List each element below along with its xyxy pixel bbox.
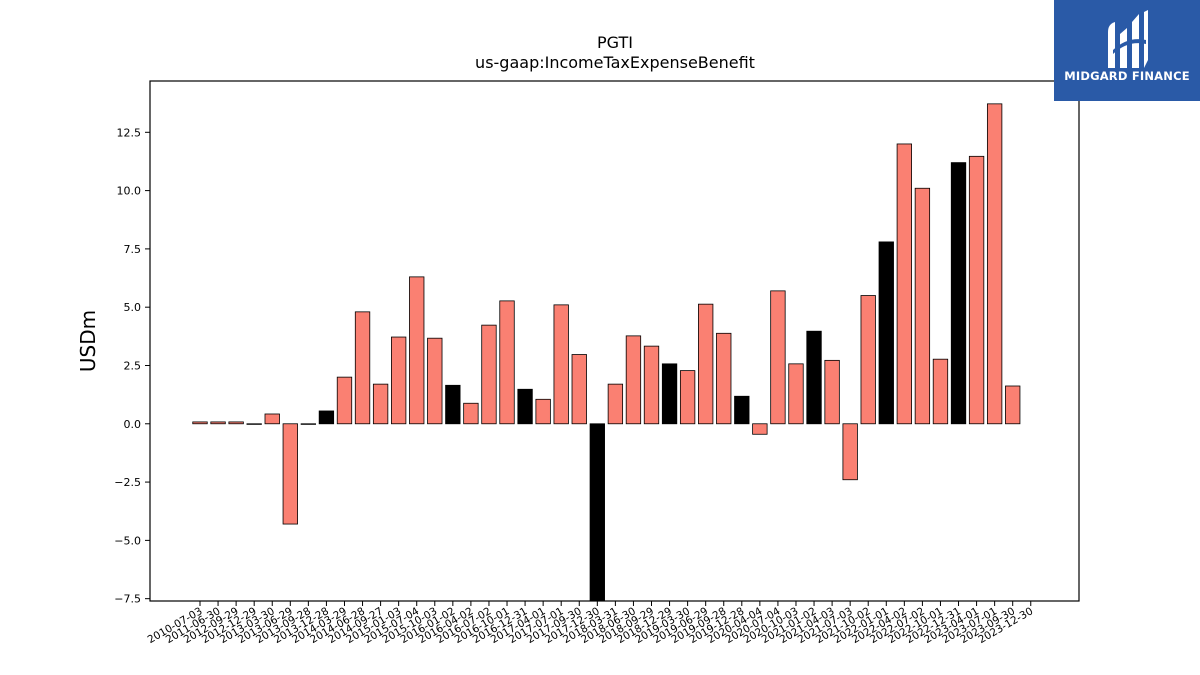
bar-2020-04-04 [752, 423, 768, 435]
y-tick-label: 5.0 [124, 301, 142, 314]
bar-2012-09-29 [228, 421, 244, 425]
brand-logo: MIDGARD FINANCE [1054, 0, 1200, 101]
bar-2017-07-01 [553, 304, 569, 425]
y-tick-label: −7.5 [114, 593, 141, 606]
y-tick-label: 10.0 [117, 185, 142, 198]
bar-2018-09-29 [643, 345, 660, 425]
bar-2022-07-02 [914, 187, 931, 425]
y-tick-label: 0.0 [124, 418, 142, 431]
bar-2015-01-03 [391, 336, 407, 425]
bar-2019-03-30 [679, 370, 696, 425]
bar-2023-07-01 [986, 103, 1003, 425]
bar-2014-09-27 [372, 383, 389, 425]
bar-2021-04-03 [824, 359, 840, 425]
bars-group [192, 103, 1021, 602]
y-ticks-group: −7.5 −5.0 −2.5 0.0 2.5 5.0 7.5 10.0 12.5 [114, 126, 150, 606]
bar-2016-12-31 [517, 388, 533, 425]
bar-2014-06-28 [354, 311, 371, 425]
bar-2011-06-30 [210, 421, 226, 425]
midgard-logo-icon [1108, 10, 1148, 68]
bar-2022-10-01 [932, 358, 949, 425]
bar-2018-03-31 [607, 383, 624, 425]
bar-2022-01-01 [878, 241, 894, 425]
bar-2016-01-02 [445, 384, 461, 425]
y-tick-label: −2.5 [114, 476, 141, 489]
chart-subtitle: us-gaap:IncomeTaxExpenseBenefit [475, 53, 755, 72]
bar-2021-01-02 [806, 330, 822, 425]
bar-2020-10-03 [788, 363, 804, 425]
x-ticks-group: 2010-07-032011-06-302012-09-292012-12-29… [146, 601, 1035, 646]
logo-text: MIDGARD FINANCE [1064, 69, 1190, 83]
bar-2019-09-28 [716, 332, 732, 425]
bar-2016-10-01 [499, 300, 515, 425]
bar-2010-07-03 [192, 421, 208, 425]
bar-2022-04-02 [896, 143, 912, 425]
bar-2018-12-29 [661, 363, 678, 425]
bar-2014-03-29 [336, 376, 353, 425]
bar-2013-12-28 [318, 410, 335, 425]
bar-2018-06-30 [625, 335, 642, 425]
bar-2015-10-03 [427, 337, 443, 425]
bar-2020-07-04 [770, 290, 786, 425]
bar-2015-07-04 [409, 276, 425, 425]
y-tick-label: −5.0 [114, 534, 141, 547]
bar-2021-10-02 [860, 295, 876, 425]
bar-2019-12-28 [734, 395, 750, 425]
chart-title: PGTI [597, 33, 633, 52]
bar-2023-04-01 [968, 155, 985, 425]
bar-2021-07-03 [842, 423, 858, 481]
bar-2016-07-02 [481, 324, 497, 425]
y-tick-label: 7.5 [124, 243, 142, 256]
bar-2023-09-30 [1005, 385, 1021, 425]
bar-2017-04-01 [535, 398, 551, 425]
bar-2019-06-29 [698, 303, 714, 425]
bar-2013-09-28 [300, 423, 317, 425]
y-tick-label: 2.5 [124, 359, 142, 372]
y-axis-label: USDm [76, 310, 100, 372]
bar-2016-04-02 [463, 402, 479, 425]
bar-2017-12-30 [589, 423, 605, 602]
bar-2013-03-30 [264, 413, 280, 425]
y-tick-label: 12.5 [117, 126, 142, 139]
plot-frame [149, 80, 1080, 602]
bar-2017-09-30 [571, 354, 587, 425]
bar-2012-12-29 [246, 423, 262, 425]
bar-2022-12-31 [950, 162, 967, 425]
bar-2013-06-29 [282, 423, 298, 525]
